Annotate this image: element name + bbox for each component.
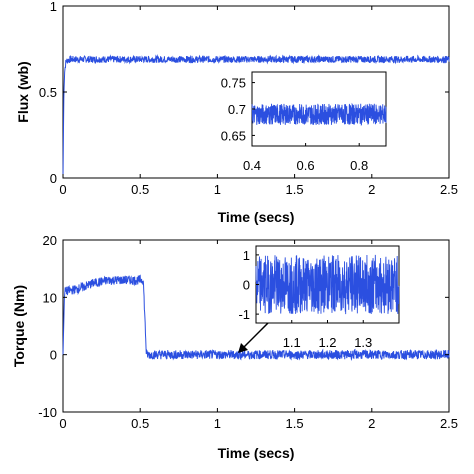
zoom-arrow-annotation: [238, 322, 269, 353]
x-tick-label: 0: [59, 416, 66, 431]
inset-y-tick-label: 0.65: [221, 128, 246, 143]
x-tick-label: 1: [214, 182, 221, 197]
x-tick-label: 0: [59, 182, 66, 197]
flux-inset-trace: [251, 102, 387, 127]
flux-trace: [62, 53, 450, 179]
series-line: [62, 274, 450, 362]
flux-x-axis-title: Time (secs): [218, 209, 295, 225]
zoom-arrow-head: [238, 343, 248, 353]
x-tick-label: 2.5: [440, 182, 458, 197]
y-tick-label: 20: [43, 233, 57, 248]
x-tick-label: 0.5: [131, 416, 149, 431]
inset-y-tick-label: 0: [243, 278, 250, 293]
flux-y-axis-title: Flux (wb): [15, 61, 31, 122]
torque-x-axis-title: Time (secs): [218, 445, 295, 461]
x-tick-label: 1.5: [286, 416, 304, 431]
torque-plot-frame: [62, 239, 450, 413]
x-tick-label: 2: [368, 416, 375, 431]
torque-inset-trace: [255, 254, 400, 315]
inset-y-tick-label: 1: [243, 248, 250, 263]
y-tick-label: 0: [50, 171, 57, 186]
series-line: [62, 53, 450, 179]
inset-series-line: [255, 254, 400, 315]
flux-inset-ticks: 0.4 0.6 0.8 0.75 0.7 0.65: [221, 76, 369, 173]
y-tick-label: -10: [38, 405, 57, 420]
inset-y-tick-label: 0.7: [228, 102, 246, 117]
inset-x-tick-label: 1.3: [354, 335, 372, 350]
y-tick-label: 10: [43, 290, 57, 305]
flux-panel: 0 0.5 1 1.5 2 2.500.51 Time (secs) Flux (wb) …: [15, 0, 458, 225]
inset-x-tick-label: 0.6: [297, 158, 315, 173]
x-tick-label: 2.5: [440, 416, 458, 431]
inset-x-tick-label: 1.2: [318, 335, 336, 350]
zoom-arrow-line: [241, 322, 269, 350]
inset-series-line: [251, 102, 387, 127]
x-tick-label: 0.5: [131, 182, 149, 197]
torque-inset: 1.1 1.2 1.3 1 0 -1: [238, 245, 400, 350]
inset-y-tick-label: 0.75: [221, 76, 246, 91]
x-tick-label: 2: [368, 182, 375, 197]
x-tick-label: 1: [214, 416, 221, 431]
inset-x-tick-label: 1.1: [283, 335, 301, 350]
torque-y-axis-title: Torque (Nm): [11, 285, 27, 367]
flux-axis-ticks: 0 0.5 1 1.5 2 2.5 0 0.5 1: [39, 0, 458, 197]
flux-inset: 0.4 0.6 0.8 0.75 0.7 0.65: [221, 71, 387, 173]
torque-trace: [62, 274, 450, 362]
inset-x-tick-label: 0.4: [243, 158, 261, 173]
y-tick-label: 0.5: [39, 85, 57, 100]
inset-x-tick-label: 0.8: [350, 158, 368, 173]
x-tick-label: 1.5: [286, 182, 304, 197]
torque-inset-ticks: 1.1 1.2 1.3 1 0 -1: [238, 248, 372, 350]
y-tick-label: 0: [50, 348, 57, 363]
y-tick-label: 1: [50, 0, 57, 14]
inset-y-tick-label: -1: [238, 307, 250, 322]
